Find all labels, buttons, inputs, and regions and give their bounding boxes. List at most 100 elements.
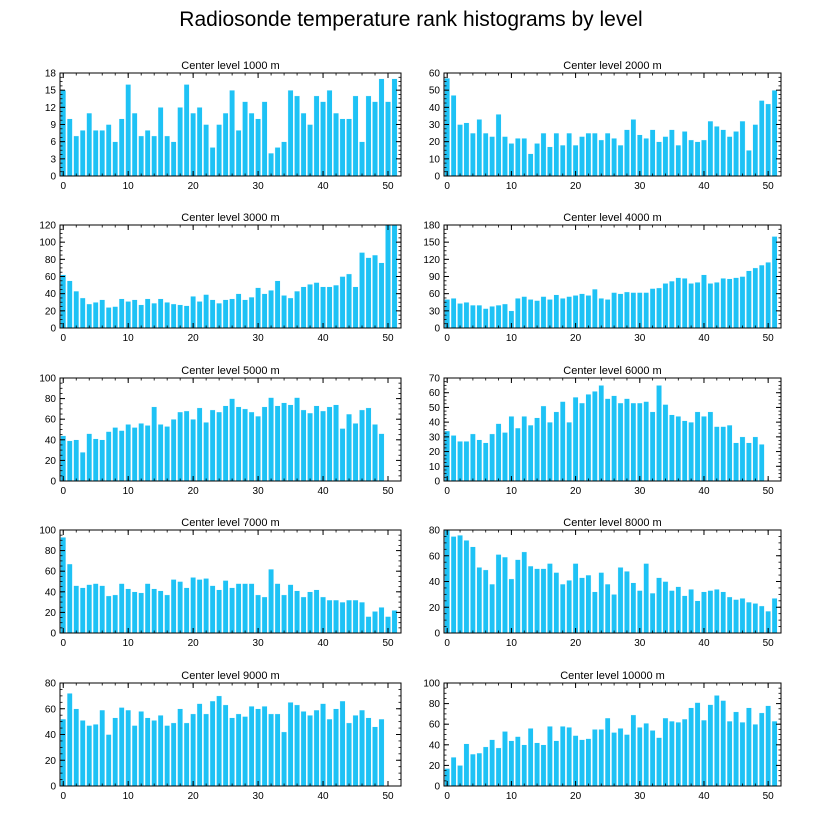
bar (131, 591, 138, 634)
x-tick-label: 50 (763, 791, 775, 802)
bar (630, 292, 637, 329)
x-tick-label: 30 (634, 333, 646, 344)
y-tick-label: 20 (45, 608, 57, 619)
bar (534, 742, 540, 787)
bar (326, 406, 333, 482)
bar (60, 537, 67, 634)
bar (222, 299, 229, 329)
x-tick-label: 20 (188, 181, 200, 192)
bar (216, 411, 223, 482)
bar (313, 589, 320, 634)
y-tick-label: 40 (45, 587, 57, 598)
bar (746, 707, 752, 787)
bar (170, 722, 177, 787)
bar (372, 254, 378, 329)
bar (326, 599, 333, 634)
bar (527, 424, 534, 482)
bar (662, 404, 669, 482)
x-tick-label: 0 (444, 333, 450, 344)
bar (662, 283, 669, 329)
bar (675, 277, 682, 329)
bar (131, 112, 138, 177)
bar (99, 299, 106, 329)
bar (222, 112, 229, 177)
panel-title: Center level 4000 m (563, 212, 661, 224)
bar (79, 587, 86, 634)
bar (203, 713, 210, 787)
bar (656, 737, 662, 787)
x-tick-label: 50 (382, 638, 394, 649)
bar (656, 287, 662, 329)
bar (242, 716, 248, 787)
bar (385, 224, 391, 329)
panel-1: Center level 1000 m 0 3 6 9 12 15 18 0 10 20 30 40 50 (45, 60, 402, 192)
bar (707, 283, 714, 329)
bar (79, 451, 86, 482)
x-tick-label: 50 (763, 486, 775, 497)
bar (105, 124, 112, 177)
y-tick-label: 6 (50, 137, 56, 148)
x-tick-label: 0 (60, 638, 66, 649)
bar (733, 599, 739, 634)
bar (248, 705, 255, 787)
bar (720, 591, 727, 634)
bar (617, 293, 624, 329)
bar (579, 136, 585, 177)
bar (196, 703, 203, 787)
bar (489, 433, 495, 482)
bar (553, 572, 560, 634)
bar (125, 588, 132, 634)
bar (281, 594, 287, 634)
bar (203, 294, 210, 329)
bar (164, 725, 171, 787)
bar (268, 397, 274, 482)
bar (333, 599, 339, 634)
x-tick-label: 50 (382, 333, 394, 344)
y-tick-label: 40 (429, 103, 441, 114)
bar (688, 283, 694, 329)
bar (547, 563, 553, 634)
bar (669, 720, 675, 787)
bar (752, 124, 759, 177)
bar (540, 744, 547, 787)
x-tick-label: 30 (253, 791, 265, 802)
bar (733, 442, 739, 482)
bar (476, 752, 483, 787)
y-tick-label: 60 (429, 289, 441, 300)
bar (553, 411, 560, 482)
bar (701, 719, 707, 787)
bar (636, 292, 643, 329)
x-tick-label: 50 (763, 333, 775, 344)
bar (235, 130, 242, 177)
bar (534, 568, 540, 634)
bar (112, 141, 119, 177)
x-tick-label: 10 (123, 181, 135, 192)
y-tick-label: 30 (429, 306, 441, 317)
bar (183, 587, 190, 634)
bar (60, 274, 67, 329)
bar (138, 304, 145, 329)
bar (274, 713, 281, 787)
bar (131, 299, 138, 329)
bar (752, 603, 759, 634)
bar (105, 431, 112, 482)
bar (470, 304, 476, 329)
bar (733, 711, 739, 787)
bar (649, 129, 656, 177)
bar (183, 305, 190, 329)
x-tick-label: 50 (763, 638, 775, 649)
bar (294, 290, 300, 329)
bar (112, 306, 119, 329)
bar (60, 435, 67, 482)
bar (592, 132, 598, 177)
y-tick-label: 50 (429, 86, 441, 97)
bar (99, 439, 106, 482)
bar (320, 286, 326, 329)
y-tick-label: 20 (429, 761, 441, 772)
bar (521, 296, 528, 329)
bar (281, 141, 287, 177)
x-tick-label: 40 (317, 333, 329, 344)
bar (617, 402, 624, 482)
x-tick-label: 10 (123, 333, 135, 344)
bar (242, 408, 248, 482)
